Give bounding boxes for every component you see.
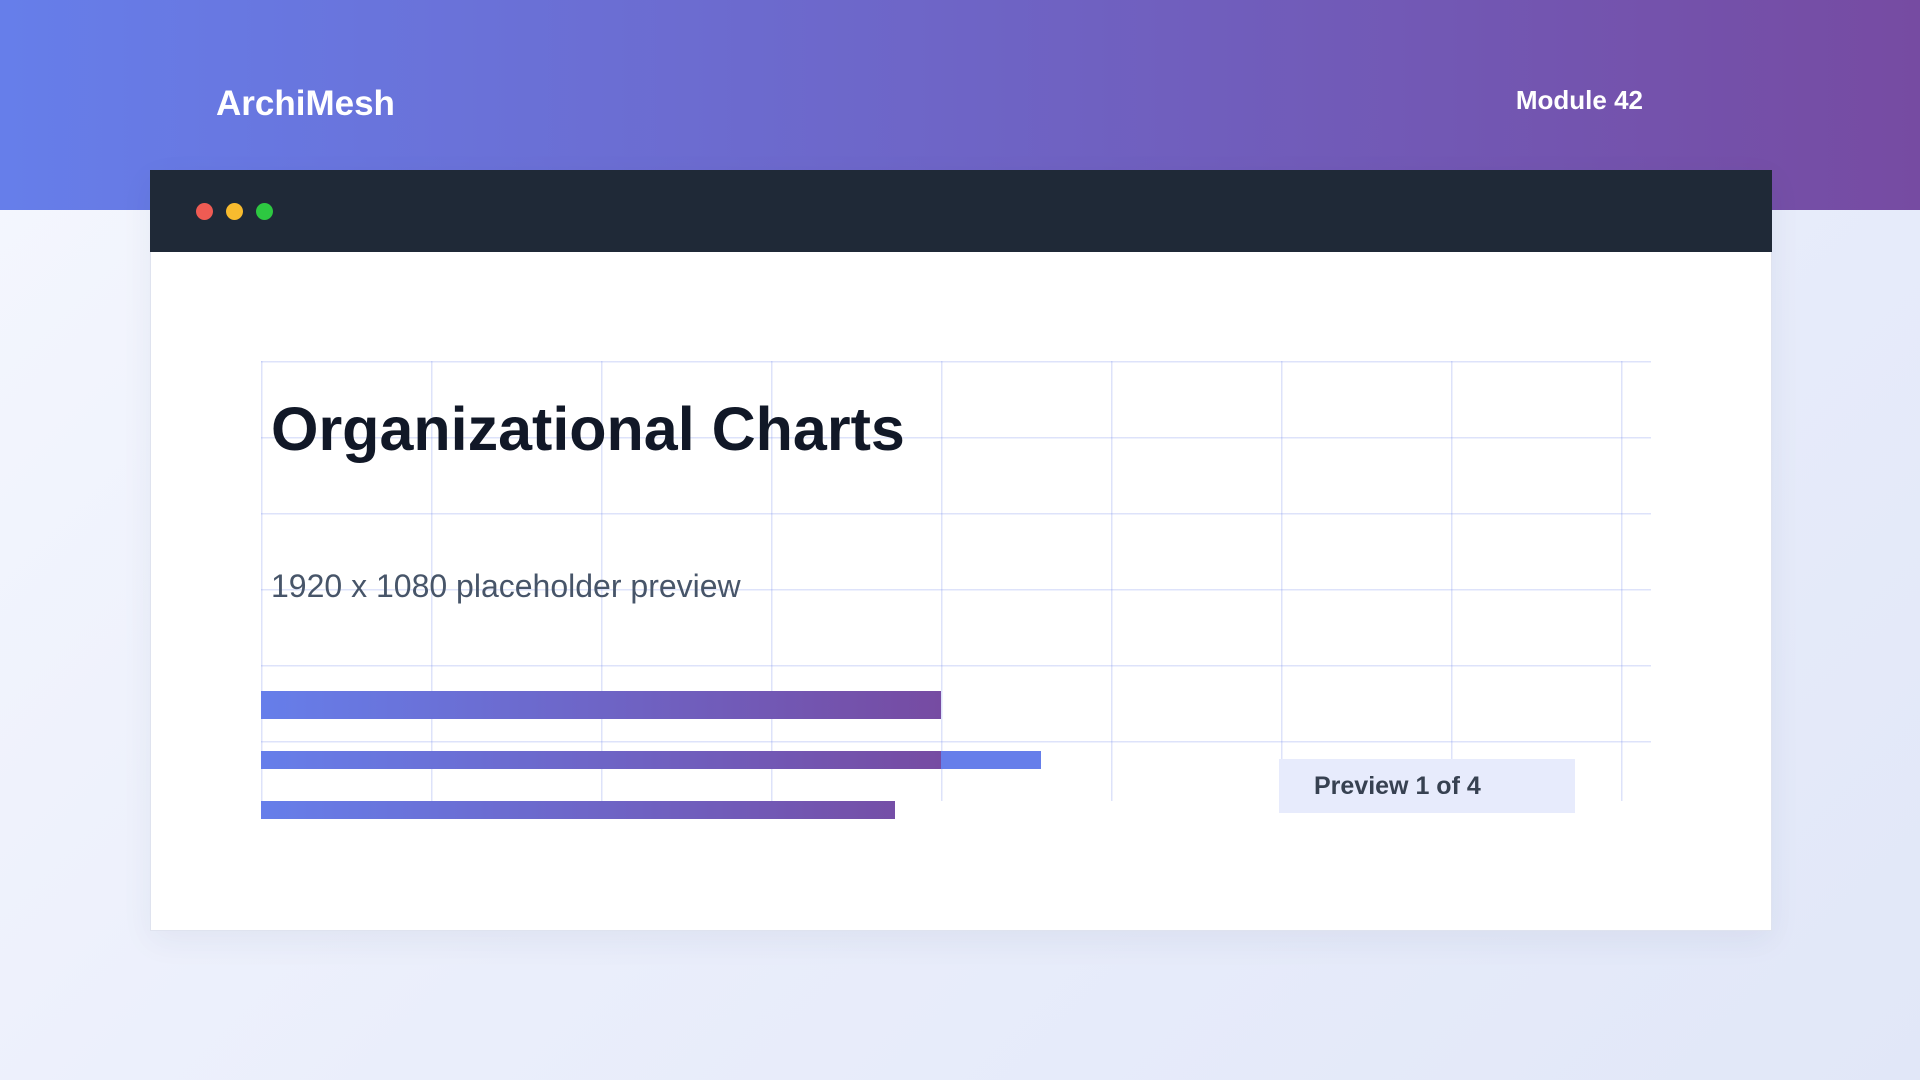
progress-bar-2 xyxy=(261,751,1041,769)
slide-content: Organizational Charts 1920 x 1080 placeh… xyxy=(261,361,1651,821)
progress-bar-1 xyxy=(261,691,941,719)
grid-background xyxy=(261,361,1651,801)
close-window-dot[interactable] xyxy=(196,203,213,220)
page-title: Organizational Charts xyxy=(271,395,905,463)
minimize-window-dot[interactable] xyxy=(226,203,243,220)
maximize-window-dot[interactable] xyxy=(256,203,273,220)
progress-bar-3 xyxy=(261,801,895,819)
module-label: Module 42 xyxy=(1515,85,1643,115)
preview-counter-badge: Preview 1 of 4 xyxy=(1279,759,1575,813)
brand-name: ArchiMesh xyxy=(216,84,395,123)
subtitle: 1920 x 1080 placeholder preview xyxy=(271,568,741,604)
window-titlebar xyxy=(150,170,1772,252)
preview-window: Organizational Charts 1920 x 1080 placeh… xyxy=(150,170,1772,931)
